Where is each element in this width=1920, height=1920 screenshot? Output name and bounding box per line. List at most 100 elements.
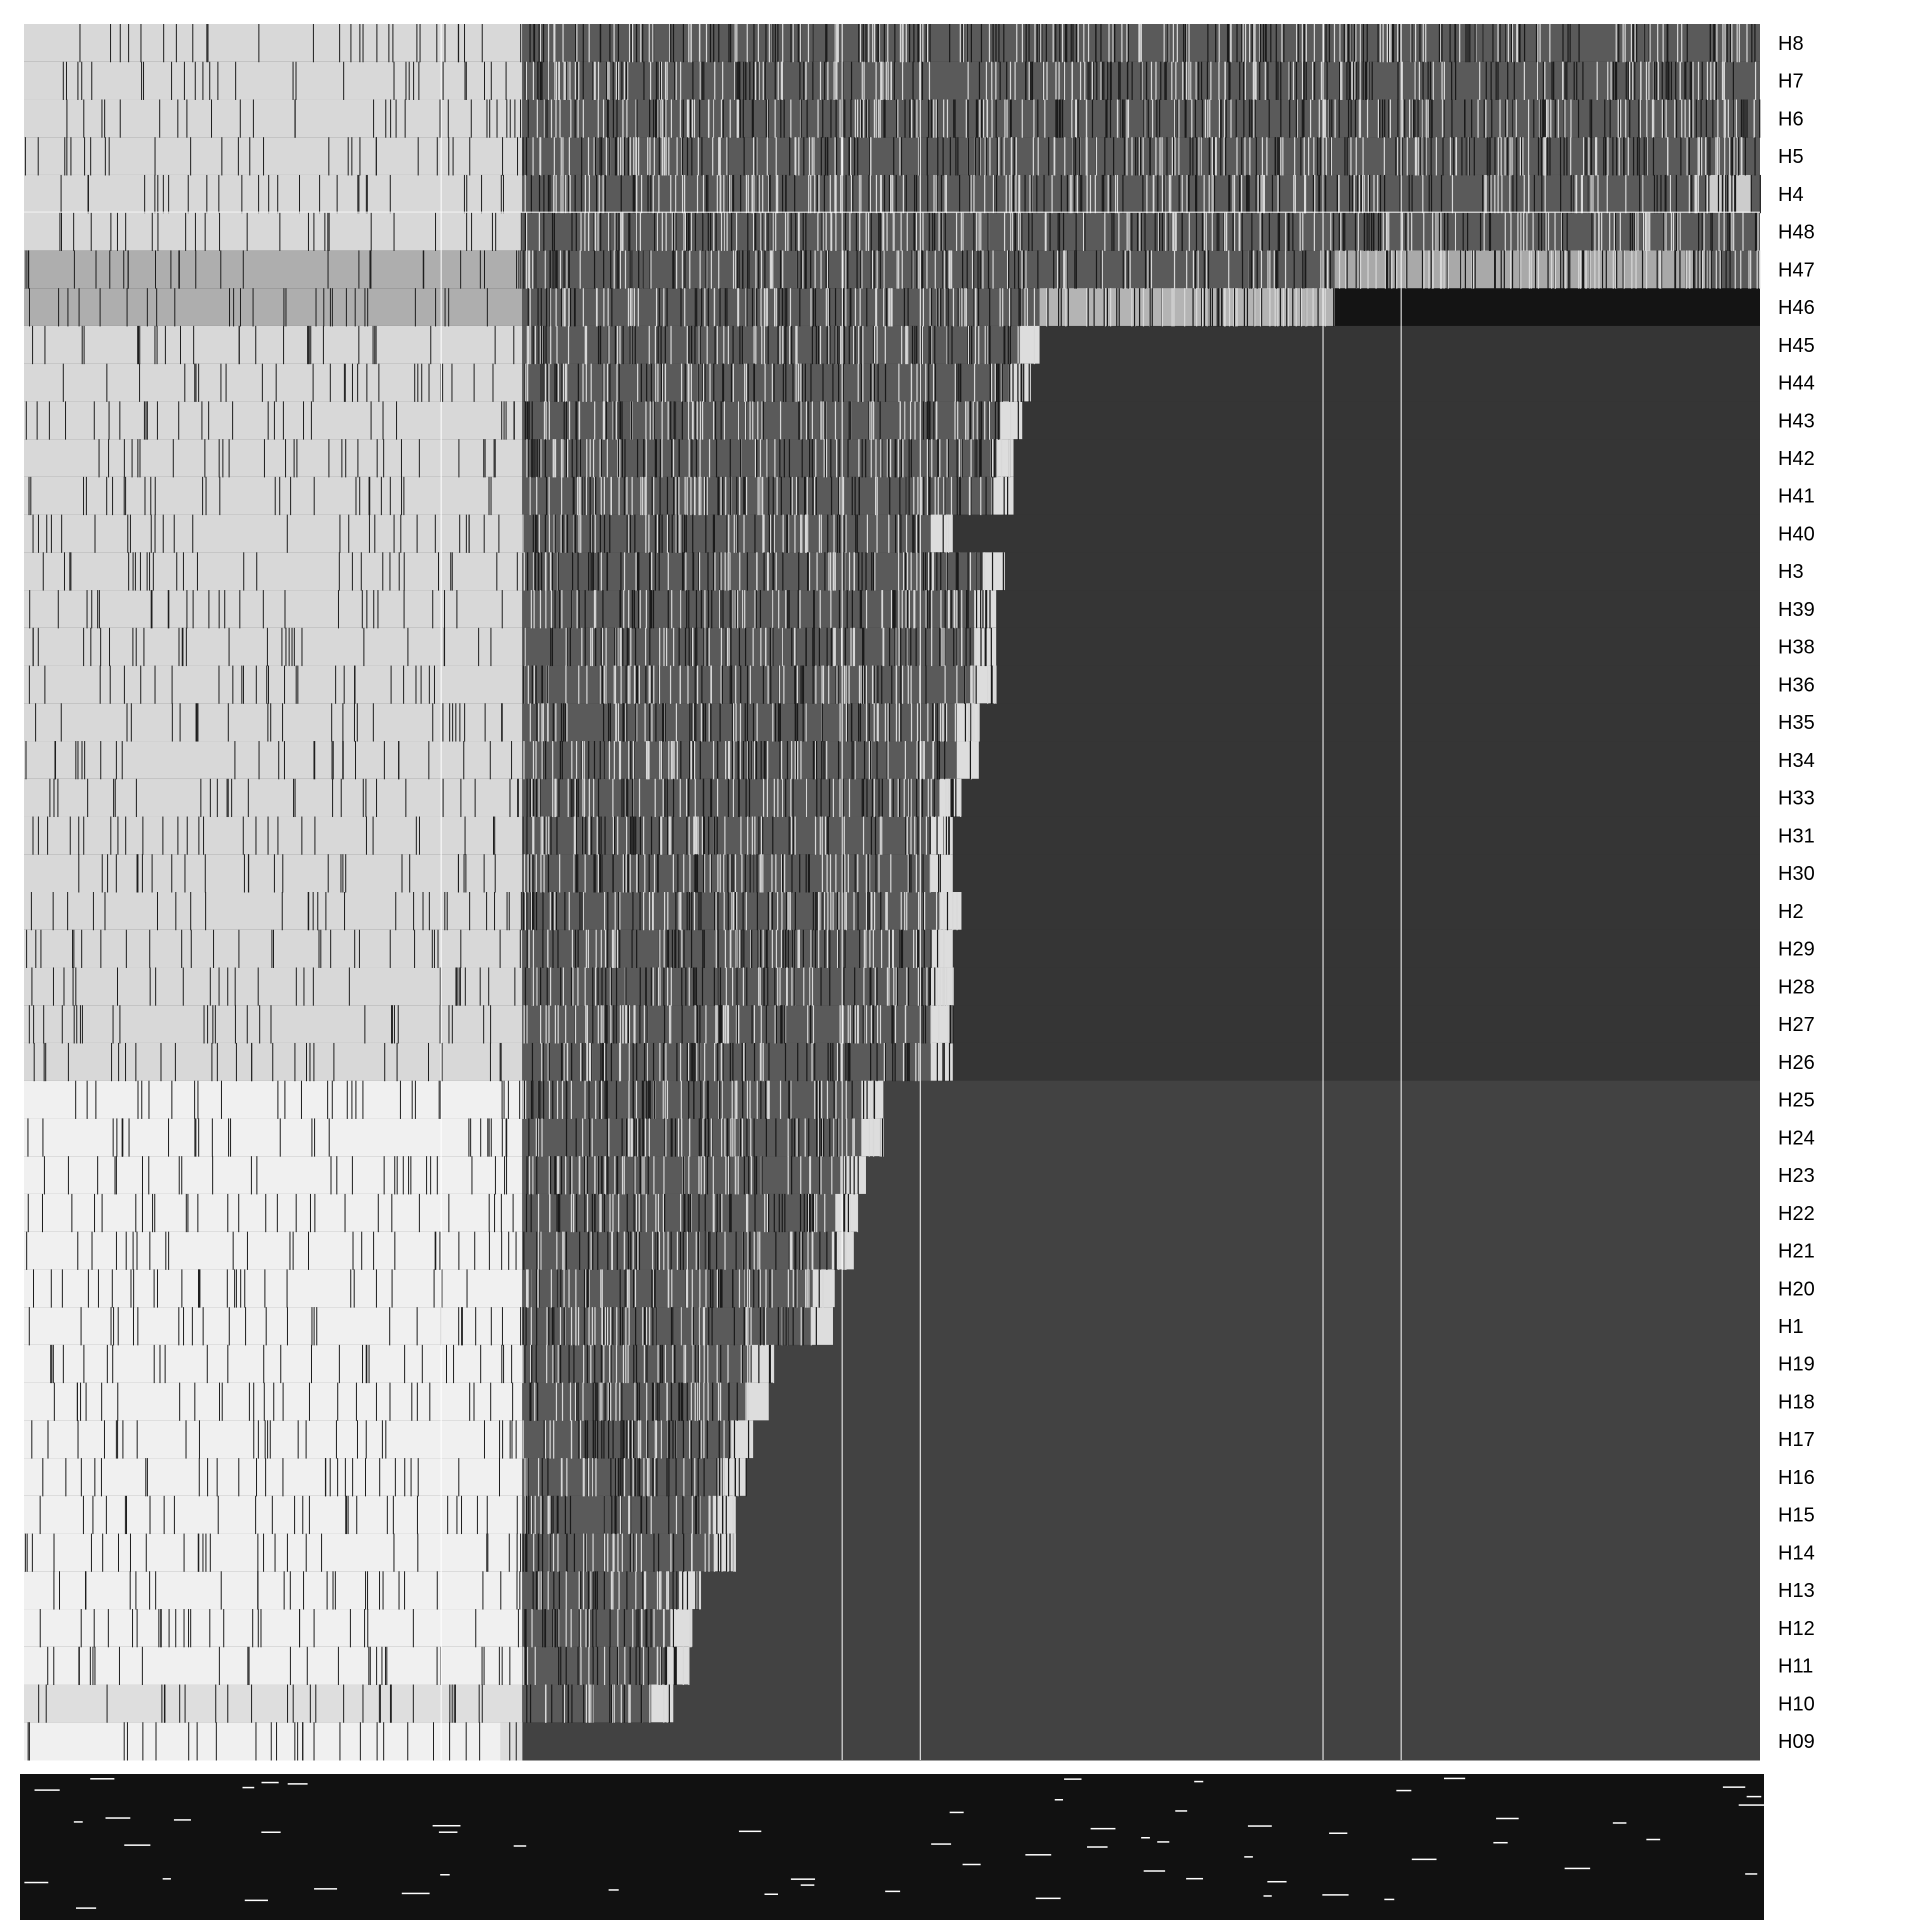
heatmap-stripe [859,703,862,742]
heatmap-stripe [910,703,913,742]
heatmap-stripe [860,665,862,704]
heatmap-stripe [974,137,977,176]
heatmap-stripe [57,778,59,818]
heatmap-stripe [204,212,206,251]
heatmap-stripe [518,250,520,289]
heatmap-stripe [686,137,689,176]
heatmap-stripe [681,174,684,214]
heatmap-stripe [942,514,944,553]
heatmap-stripe [582,288,584,327]
heatmap-cell-edge-H11 [666,1646,689,1686]
heatmap-stripe [727,325,729,365]
heatmap-stripe [888,703,891,742]
heatmap-stripe [870,816,873,855]
heatmap-stripe [186,816,188,855]
heatmap-stripe [666,476,669,516]
heatmap-stripe [862,627,864,667]
heatmap-stripe [1024,288,1026,327]
heatmap-stripe [444,288,446,327]
heatmap-stripe [693,703,695,742]
heatmap-stripe [739,439,742,478]
heatmap-stripe [821,741,823,780]
heatmap-stripe [1411,24,1413,63]
heatmap-stripe [185,212,187,251]
heatmap-stripe [474,778,476,818]
heatmap-stripe [1208,137,1210,176]
heatmap-stripe [525,61,527,100]
heatmap-stripe [463,174,465,214]
heatmap-stripe [1641,250,1644,289]
heatmap-stripe [444,590,446,629]
heatmap-stripe [703,476,705,516]
heatmap-stripe [577,854,579,893]
heatmap-stripe [492,363,494,402]
heatmap-stripe [692,741,694,780]
heatmap-stripe [312,363,314,402]
heatmap-stripe [800,99,802,138]
heatmap-stripe [977,250,979,289]
heatmap-stripe [543,174,545,214]
heatmap-stripe [957,137,959,176]
heatmap-stripe [495,212,497,251]
heatmap-stripe [1734,250,1736,289]
heatmap-stripe [664,363,667,402]
heatmap-stripe [860,99,863,138]
heatmap-stripe [870,212,872,251]
heatmap-stripe [446,892,448,931]
heatmap-stripe [267,703,269,742]
heatmap-stripe [1265,24,1267,63]
heatmap-stripe [1388,212,1390,251]
heatmap-stripe [1627,137,1629,176]
heatmap-stripe [78,816,80,855]
heatmap-stripe [659,476,661,516]
heatmap-stripe [1221,288,1223,327]
heatmap-cell-left-H11 [24,1646,523,1686]
heatmap-stripe [1199,137,1202,176]
heatmap-stripe [1207,24,1209,63]
heatmap-stripe [913,514,915,553]
heatmap-stripe [845,250,848,289]
heatmap-stripe [830,552,832,591]
heatmap-stripe [1615,250,1617,289]
heatmap-stripe [597,212,599,251]
heatmap-stripe [593,778,595,818]
heatmap-stripe [599,854,601,893]
heatmap-stripe [140,665,142,704]
heatmap-stripe [632,590,634,629]
heatmap-stripe [631,24,634,63]
heatmap-stripe [328,137,330,176]
heatmap-stripe [883,99,885,138]
heatmap-stripe [853,627,856,667]
heatmap-stripe [293,778,295,818]
heatmap-stripe [528,250,531,289]
heatmap-stripe [1629,99,1631,138]
heatmap-stripe [451,363,453,402]
heatmap-stripe [756,854,758,893]
heatmap-stripe [1517,24,1519,63]
heatmap-stripe [885,61,887,100]
heatmap-stripe [827,250,830,289]
heatmap-stripe [670,24,672,63]
heatmap-stripe [110,212,112,251]
heatmap-stripe [915,627,917,667]
heatmap-stripe [745,778,747,818]
heatmap-stripe [1019,174,1021,214]
heatmap-stripe [556,325,558,365]
heatmap-stripe [800,401,802,440]
heatmap-stripe [1091,61,1093,100]
heatmap-stripe [1018,174,1020,214]
heatmap-stripe [863,627,865,667]
heatmap-stripe [762,816,764,855]
heatmap-stripe [690,741,693,780]
heatmap-stripe [595,627,597,667]
heatmap-stripe [393,212,395,251]
heatmap-stripe [783,99,785,138]
heatmap-stripe [171,665,173,704]
heatmap-stripe [550,325,552,365]
heatmap-stripe [769,250,771,289]
heatmap-stripe [545,288,548,327]
heatmap-stripe [538,174,541,214]
heatmap-stripe [1094,174,1096,214]
heatmap-stripe [1312,288,1314,327]
heatmap-stripe [836,514,839,553]
